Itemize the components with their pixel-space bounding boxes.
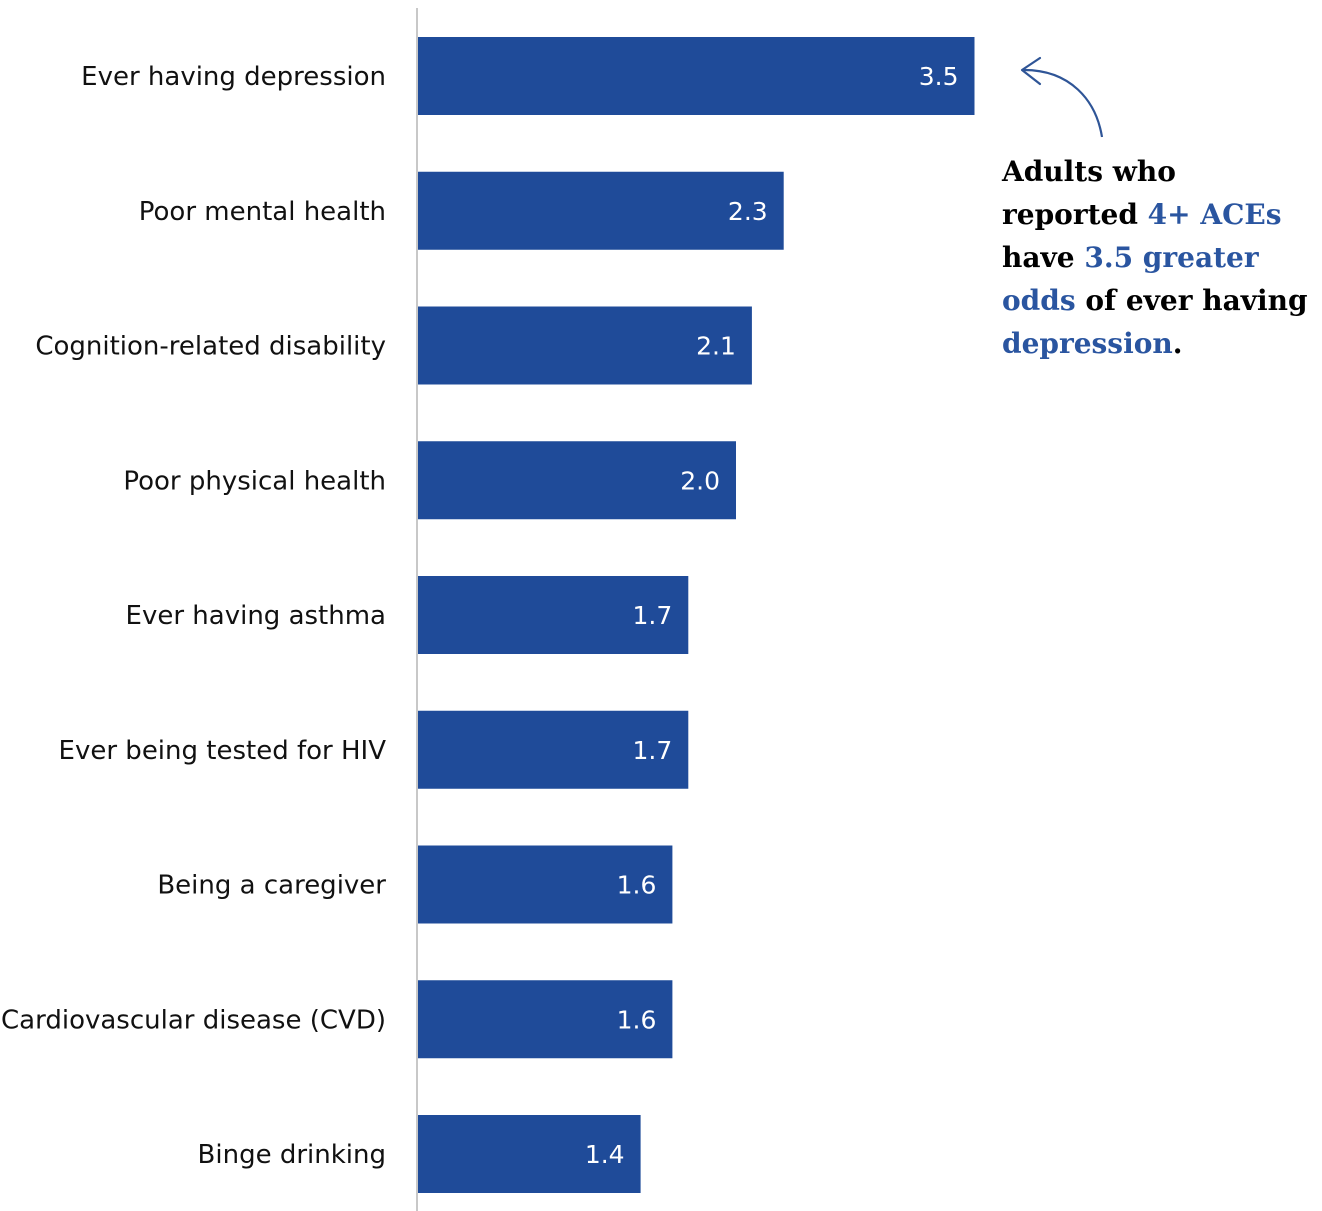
annotation-part5: of ever having	[1075, 284, 1308, 317]
data-label: 1.7	[633, 736, 673, 765]
annotation-arrow-head	[1020, 56, 1042, 86]
category-label: Cognition-related disability	[35, 332, 386, 362]
bar	[418, 171, 784, 250]
bar	[418, 710, 689, 789]
bars-layer	[418, 37, 975, 1193]
data-label: 3.5	[919, 62, 959, 91]
bar	[418, 845, 673, 924]
annotation-part7: .	[1172, 327, 1183, 360]
bar	[418, 1115, 641, 1193]
annotation-part1: Adults who reported	[1002, 155, 1176, 231]
category-label: Binge drinking	[198, 1140, 386, 1170]
category-label: Being a caregiver	[157, 871, 386, 901]
category-label: Cardiovascular disease (CVD)	[1, 1005, 386, 1035]
bar	[418, 306, 752, 385]
bar	[418, 576, 689, 654]
annotation-arrow	[1020, 56, 1104, 138]
annotation-odds: 3.5 greater odds	[1002, 241, 1259, 317]
bar	[418, 37, 975, 115]
data-label: 2.1	[696, 332, 736, 361]
category-label: Poor physical health	[123, 466, 386, 496]
annotation-depression: depression	[1002, 327, 1173, 360]
data-label: 2.3	[728, 197, 768, 226]
annotation-part3: have	[1002, 241, 1085, 274]
category-label: Ever having depression	[81, 62, 386, 92]
annotation-aces: 4+ ACEs	[1147, 198, 1282, 231]
category-label: Ever having asthma	[126, 601, 386, 631]
bar	[418, 980, 673, 1059]
data-label: 2.0	[680, 466, 720, 495]
annotation-text: Adults who reported 4+ ACEs have 3.5 gre…	[1002, 150, 1317, 365]
category-label: Ever being tested for HIV	[59, 736, 387, 766]
data-label: 1.4	[585, 1140, 625, 1169]
data-label: 1.7	[633, 601, 673, 630]
category-label: Poor mental health	[139, 197, 386, 227]
bar	[418, 441, 736, 520]
labels-layer: Ever having depression 3.5 Poor mental hea…	[1, 62, 958, 1170]
annotation-arrow-curve	[1023, 68, 1104, 138]
data-label: 1.6	[617, 871, 657, 900]
data-label: 1.6	[617, 1005, 657, 1034]
